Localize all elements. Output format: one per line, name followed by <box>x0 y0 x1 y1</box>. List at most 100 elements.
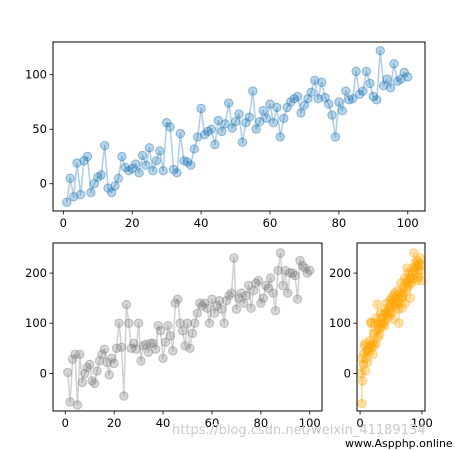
data-point <box>62 197 72 208</box>
data-point <box>403 72 413 82</box>
data-point <box>393 304 404 314</box>
x-tick-label: 20 <box>125 216 140 230</box>
data-point <box>413 260 423 271</box>
data-point <box>395 288 405 298</box>
data-point <box>357 376 368 386</box>
data-point <box>234 293 244 303</box>
data-point <box>403 278 413 288</box>
data-point <box>375 46 385 56</box>
data-point <box>75 189 86 200</box>
data-point <box>372 299 383 309</box>
data-point <box>376 319 386 329</box>
data-point <box>297 260 308 271</box>
data-point <box>192 308 203 318</box>
data-point <box>175 318 185 328</box>
data-point <box>82 362 92 373</box>
plot-area <box>357 248 425 409</box>
data-point <box>368 91 378 102</box>
data-point <box>303 94 313 104</box>
data-point <box>175 128 186 139</box>
data-point <box>136 356 146 366</box>
data-point <box>359 348 369 358</box>
plot-area <box>62 46 413 208</box>
data-point <box>187 328 198 338</box>
data-point <box>292 294 303 304</box>
data-point <box>265 273 276 283</box>
data-point <box>405 293 415 303</box>
data-point <box>153 321 163 331</box>
data-point <box>126 343 137 353</box>
data-point <box>65 173 75 184</box>
y-tick-label: 50 <box>32 122 47 136</box>
data-point <box>407 265 417 276</box>
data-point <box>394 318 404 328</box>
data-point <box>414 258 425 268</box>
data-point <box>313 94 323 104</box>
data-point <box>230 116 241 127</box>
data-point <box>299 100 310 110</box>
data-point <box>229 253 239 263</box>
data-point <box>409 262 420 272</box>
data-point <box>258 106 268 116</box>
axes-frame <box>52 242 323 412</box>
x-tick-label: 20 <box>107 416 122 430</box>
data-point <box>69 192 79 202</box>
data-point <box>104 370 114 380</box>
data-point <box>113 173 124 184</box>
data-point <box>396 74 406 84</box>
data-point <box>190 318 200 328</box>
data-point <box>401 277 411 287</box>
data-point <box>361 353 371 363</box>
data-point <box>62 367 73 378</box>
x-tick-label: 100 <box>299 416 321 430</box>
data-point <box>144 143 155 153</box>
data-point <box>363 344 373 354</box>
data-point <box>177 326 188 336</box>
data-point <box>131 344 141 354</box>
data-point <box>263 283 273 293</box>
data-point <box>202 303 212 313</box>
data-point <box>224 98 234 108</box>
data-point <box>344 95 354 105</box>
data-point <box>375 329 385 339</box>
plot-area <box>62 248 315 410</box>
data-point <box>163 321 173 331</box>
data-point <box>379 317 389 327</box>
data-point <box>251 124 261 134</box>
data-point <box>397 303 407 313</box>
data-point <box>124 318 134 328</box>
data-point <box>189 144 199 154</box>
data-point <box>251 278 261 288</box>
data-point <box>120 162 131 173</box>
data-point <box>403 268 413 278</box>
data-point <box>92 366 102 376</box>
data-point <box>134 168 144 178</box>
data-point <box>117 151 127 162</box>
data-point <box>279 113 289 124</box>
data-point <box>365 317 376 327</box>
data-point <box>380 304 391 314</box>
data-point <box>384 302 394 312</box>
data-point <box>158 353 168 363</box>
data-point <box>367 342 377 352</box>
data-point <box>362 346 372 356</box>
data-point <box>360 338 370 348</box>
data-point <box>151 344 161 354</box>
data-point <box>361 66 372 77</box>
data-point <box>411 269 421 279</box>
data-point <box>234 109 244 119</box>
data-point <box>209 308 220 318</box>
data-point <box>231 304 242 314</box>
data-point <box>110 181 120 191</box>
x-tick-label: 40 <box>194 216 209 230</box>
data-point <box>111 343 122 353</box>
data-point <box>203 126 213 137</box>
data-point <box>416 275 425 286</box>
data-point <box>305 265 315 276</box>
x-tick-label: 60 <box>205 416 220 430</box>
data-point <box>390 288 400 298</box>
y-tick-label: 200 <box>329 266 351 280</box>
data-point <box>214 296 225 306</box>
data-point <box>400 298 410 308</box>
y-tick-label: 0 <box>344 366 351 380</box>
